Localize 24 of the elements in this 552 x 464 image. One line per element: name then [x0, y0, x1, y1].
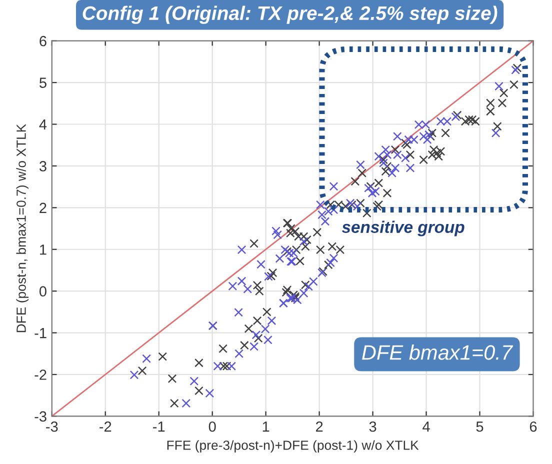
x-tick-label: 0	[208, 421, 216, 432]
y-axis-title: DFE (post-n, bmax1=0.7) w/o XTLK	[16, 124, 29, 332]
x-tick-label: 4	[422, 422, 430, 432]
y-tick-label: -3	[34, 411, 46, 422]
x-tick-label: 3	[369, 421, 376, 432]
y-tick-label: -1	[34, 328, 46, 338]
x-tick-label: 6	[530, 421, 537, 432]
x-tick-label: 5	[476, 422, 484, 432]
y-tick-label: 6	[40, 36, 46, 46]
x-tick-label: 2	[316, 421, 323, 432]
annotation: DFE bmax1=0.7	[362, 344, 514, 360]
x-tick-label: 1	[262, 422, 270, 432]
y-tick-label: 3	[39, 161, 46, 172]
y-tick-label: 0	[39, 286, 46, 297]
y-tick-label: 1	[40, 244, 46, 255]
annotation: sensitive group	[342, 220, 464, 236]
y-tick-label: -2	[34, 370, 46, 380]
y-tick-label: 4	[39, 120, 47, 130]
x-tick-label: -1	[153, 422, 165, 432]
y-tick-label: 5	[40, 78, 46, 88]
y-tick-label: 2	[40, 202, 46, 213]
x-axis-title: FFE (pre-3/post-n)+DFE (post-1) w/o XTLK	[167, 440, 419, 453]
chart-title: Config 1 (Original: TX pre-2,& 2.5% step size)	[82, 6, 498, 24]
x-tick-label: -2	[100, 421, 112, 432]
